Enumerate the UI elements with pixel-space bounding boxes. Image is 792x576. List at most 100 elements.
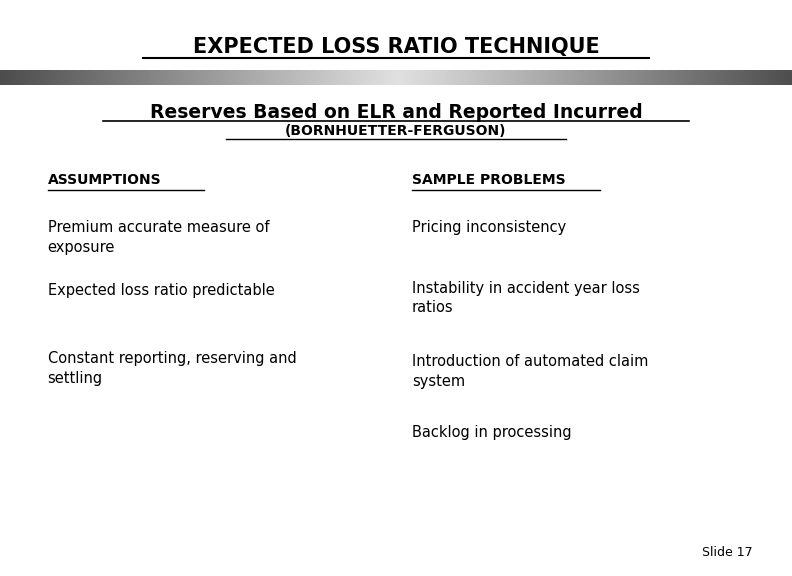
Bar (400, 70, 404, 85)
Bar (158, 70, 162, 85)
Bar (337, 70, 341, 85)
Bar (285, 70, 289, 85)
Bar (63, 70, 67, 85)
Bar (281, 70, 285, 85)
Bar (182, 70, 186, 85)
Bar (198, 70, 202, 85)
Bar (634, 70, 638, 85)
Bar (535, 70, 539, 85)
Bar (348, 70, 352, 85)
Bar (539, 70, 543, 85)
Bar (28, 70, 32, 85)
Bar (143, 70, 147, 85)
Bar (186, 70, 190, 85)
Bar (32, 70, 36, 85)
Bar (737, 70, 741, 85)
Bar (329, 70, 333, 85)
Bar (0, 70, 4, 85)
Bar (107, 70, 111, 85)
Bar (404, 70, 408, 85)
Bar (115, 70, 119, 85)
Bar (48, 70, 51, 85)
Bar (558, 70, 562, 85)
Bar (111, 70, 115, 85)
Bar (752, 70, 756, 85)
Bar (341, 70, 345, 85)
Bar (622, 70, 626, 85)
Bar (685, 70, 689, 85)
Bar (733, 70, 737, 85)
Bar (503, 70, 507, 85)
Bar (301, 70, 305, 85)
Bar (447, 70, 451, 85)
Bar (543, 70, 546, 85)
Bar (554, 70, 558, 85)
Bar (150, 70, 154, 85)
Bar (95, 70, 99, 85)
Bar (697, 70, 701, 85)
Bar (428, 70, 432, 85)
Bar (8, 70, 12, 85)
Bar (392, 70, 396, 85)
Bar (36, 70, 40, 85)
Text: Constant reporting, reserving and
settling: Constant reporting, reserving and settli… (48, 351, 296, 386)
Bar (261, 70, 265, 85)
Text: Backlog in processing: Backlog in processing (412, 425, 572, 439)
Bar (20, 70, 24, 85)
Bar (653, 70, 657, 85)
Bar (210, 70, 214, 85)
Bar (313, 70, 317, 85)
Bar (424, 70, 428, 85)
Bar (606, 70, 610, 85)
Bar (630, 70, 634, 85)
Bar (44, 70, 48, 85)
Text: EXPECTED LOSS RATIO TECHNIQUE: EXPECTED LOSS RATIO TECHNIQUE (192, 37, 600, 58)
Text: Slide 17: Slide 17 (702, 545, 752, 559)
Bar (586, 70, 590, 85)
Bar (729, 70, 733, 85)
Bar (507, 70, 511, 85)
Bar (257, 70, 261, 85)
Bar (436, 70, 440, 85)
Bar (119, 70, 123, 85)
Bar (12, 70, 16, 85)
Bar (147, 70, 150, 85)
Bar (242, 70, 246, 85)
Bar (669, 70, 673, 85)
Bar (289, 70, 293, 85)
Bar (471, 70, 475, 85)
Bar (40, 70, 44, 85)
Bar (645, 70, 649, 85)
Bar (91, 70, 95, 85)
Bar (784, 70, 788, 85)
Bar (190, 70, 194, 85)
Text: Introduction of automated claim
system: Introduction of automated claim system (412, 354, 648, 389)
Bar (139, 70, 143, 85)
Bar (689, 70, 693, 85)
Bar (99, 70, 103, 85)
Text: ASSUMPTIONS: ASSUMPTIONS (48, 173, 161, 187)
Bar (578, 70, 582, 85)
Bar (376, 70, 380, 85)
Bar (511, 70, 515, 85)
Bar (772, 70, 776, 85)
Bar (491, 70, 495, 85)
Bar (657, 70, 661, 85)
Bar (321, 70, 325, 85)
Bar (519, 70, 523, 85)
Bar (546, 70, 550, 85)
Bar (661, 70, 665, 85)
Bar (768, 70, 772, 85)
Bar (677, 70, 681, 85)
Bar (154, 70, 158, 85)
Bar (297, 70, 301, 85)
Bar (273, 70, 277, 85)
Bar (67, 70, 71, 85)
Bar (356, 70, 360, 85)
Bar (24, 70, 28, 85)
Bar (309, 70, 313, 85)
Bar (693, 70, 697, 85)
Bar (123, 70, 127, 85)
Bar (360, 70, 364, 85)
Bar (230, 70, 234, 85)
